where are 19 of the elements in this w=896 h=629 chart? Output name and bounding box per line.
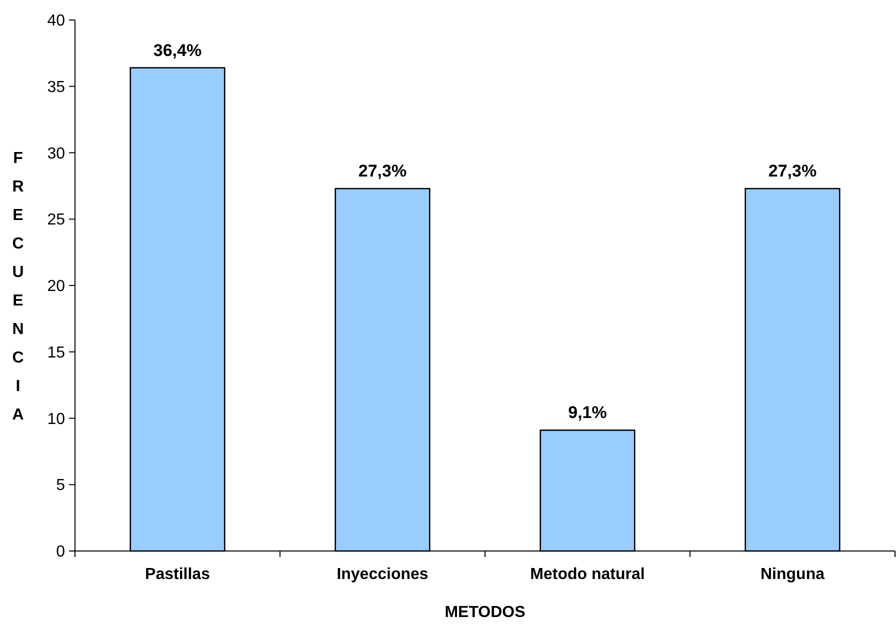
y-tick-label: 20 xyxy=(47,278,66,296)
data-label: 9,1% xyxy=(568,403,607,422)
x-tick-label: Metodo natural xyxy=(530,566,645,583)
y-tick-label: 25 xyxy=(47,212,66,229)
x-tick-label: Ninguna xyxy=(760,566,825,583)
data-label: 36,4% xyxy=(153,40,202,60)
y-tick-label: 5 xyxy=(56,477,66,494)
y-tick-label: 30 xyxy=(47,145,66,162)
x-axis-title: METODOS xyxy=(444,604,526,621)
text: FRECUENCIA xyxy=(12,150,24,424)
y-tick-label: 10 xyxy=(47,410,66,428)
y-tick-label: 35 xyxy=(47,78,66,96)
data-label: 27,3% xyxy=(768,162,817,181)
y-tick-label: 40 xyxy=(47,12,66,30)
x-tick-label: Inyecciones xyxy=(336,566,428,583)
data-label: 27,3% xyxy=(358,162,407,181)
y-tick-label: 15 xyxy=(47,344,66,362)
x-tick-label: Pastillas xyxy=(145,566,210,583)
y-tick-label: 0 xyxy=(56,544,66,561)
